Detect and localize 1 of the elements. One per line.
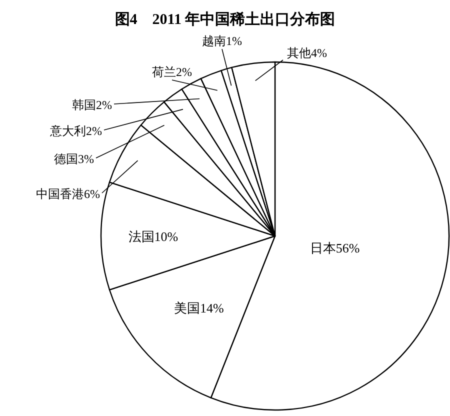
- title: 图4 2011 年中国稀土出口分布图: [114, 12, 336, 28]
